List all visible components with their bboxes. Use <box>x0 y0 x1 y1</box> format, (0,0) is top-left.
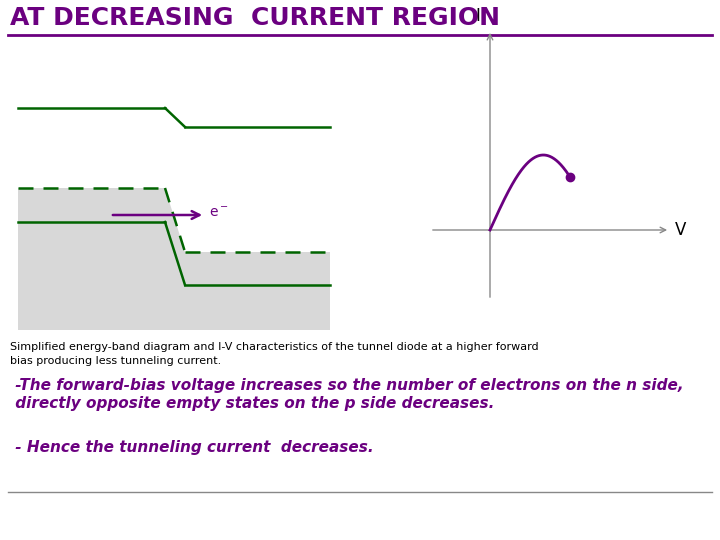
Text: - Hence the tunneling current  decreases.: - Hence the tunneling current decreases. <box>10 440 374 455</box>
Text: bias producing less tunneling current.: bias producing less tunneling current. <box>10 356 221 366</box>
Text: V: V <box>675 221 686 239</box>
Polygon shape <box>185 252 330 330</box>
Text: Simplified energy-band diagram and I-V characteristics of the tunnel diode at a : Simplified energy-band diagram and I-V c… <box>10 342 539 352</box>
Text: AT DECREASING  CURRENT REGION: AT DECREASING CURRENT REGION <box>10 6 500 30</box>
Text: e$^-$: e$^-$ <box>209 206 229 220</box>
Text: directly opposite empty states on the p side decreases.: directly opposite empty states on the p … <box>10 396 495 411</box>
Text: I: I <box>476 7 480 25</box>
Text: -The forward-bias voltage increases so the number of electrons on the n side,: -The forward-bias voltage increases so t… <box>10 378 683 393</box>
Polygon shape <box>165 188 185 330</box>
Polygon shape <box>18 188 165 330</box>
